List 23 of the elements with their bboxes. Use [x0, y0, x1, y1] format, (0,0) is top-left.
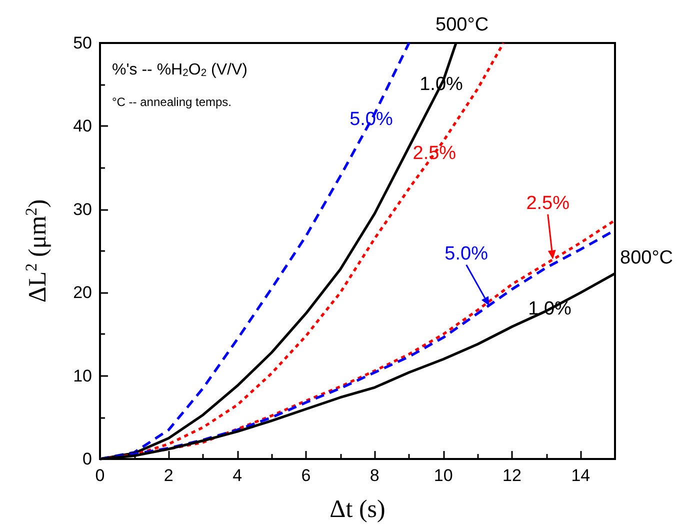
annotation: 500°C [436, 14, 489, 36]
x-tick-label: 10 [434, 466, 453, 485]
x-tick-label: 4 [232, 466, 242, 485]
annotation: 2.5% [526, 192, 570, 214]
y-tick-label: 0 [82, 450, 92, 468]
x-tick-label: 2 [164, 466, 174, 485]
annotation: 5.0% [444, 243, 488, 264]
x-tick-label: 0 [95, 466, 105, 485]
annotation: 2.5% [412, 143, 456, 164]
y-tick-label: 10 [73, 366, 92, 386]
x-tick-label: 6 [301, 466, 311, 485]
x-tick-label: 8 [370, 466, 380, 485]
y-tick-label: 50 [73, 34, 92, 52]
y-tick-label: 30 [73, 200, 92, 219]
y-axis-title: ΔL2 (μm2) [22, 199, 52, 303]
annotation: 800°C [620, 247, 674, 268]
annotation: 5.0% [350, 109, 393, 130]
x-axis-title: Δt (s) [330, 496, 386, 523]
annotation: °C -- annealing temps. [112, 95, 232, 109]
x-tick-label: 14 [571, 466, 590, 485]
x-tick-label: 12 [502, 466, 522, 485]
y-tick-label: 20 [73, 283, 92, 302]
y-tick-label: 40 [73, 116, 92, 136]
